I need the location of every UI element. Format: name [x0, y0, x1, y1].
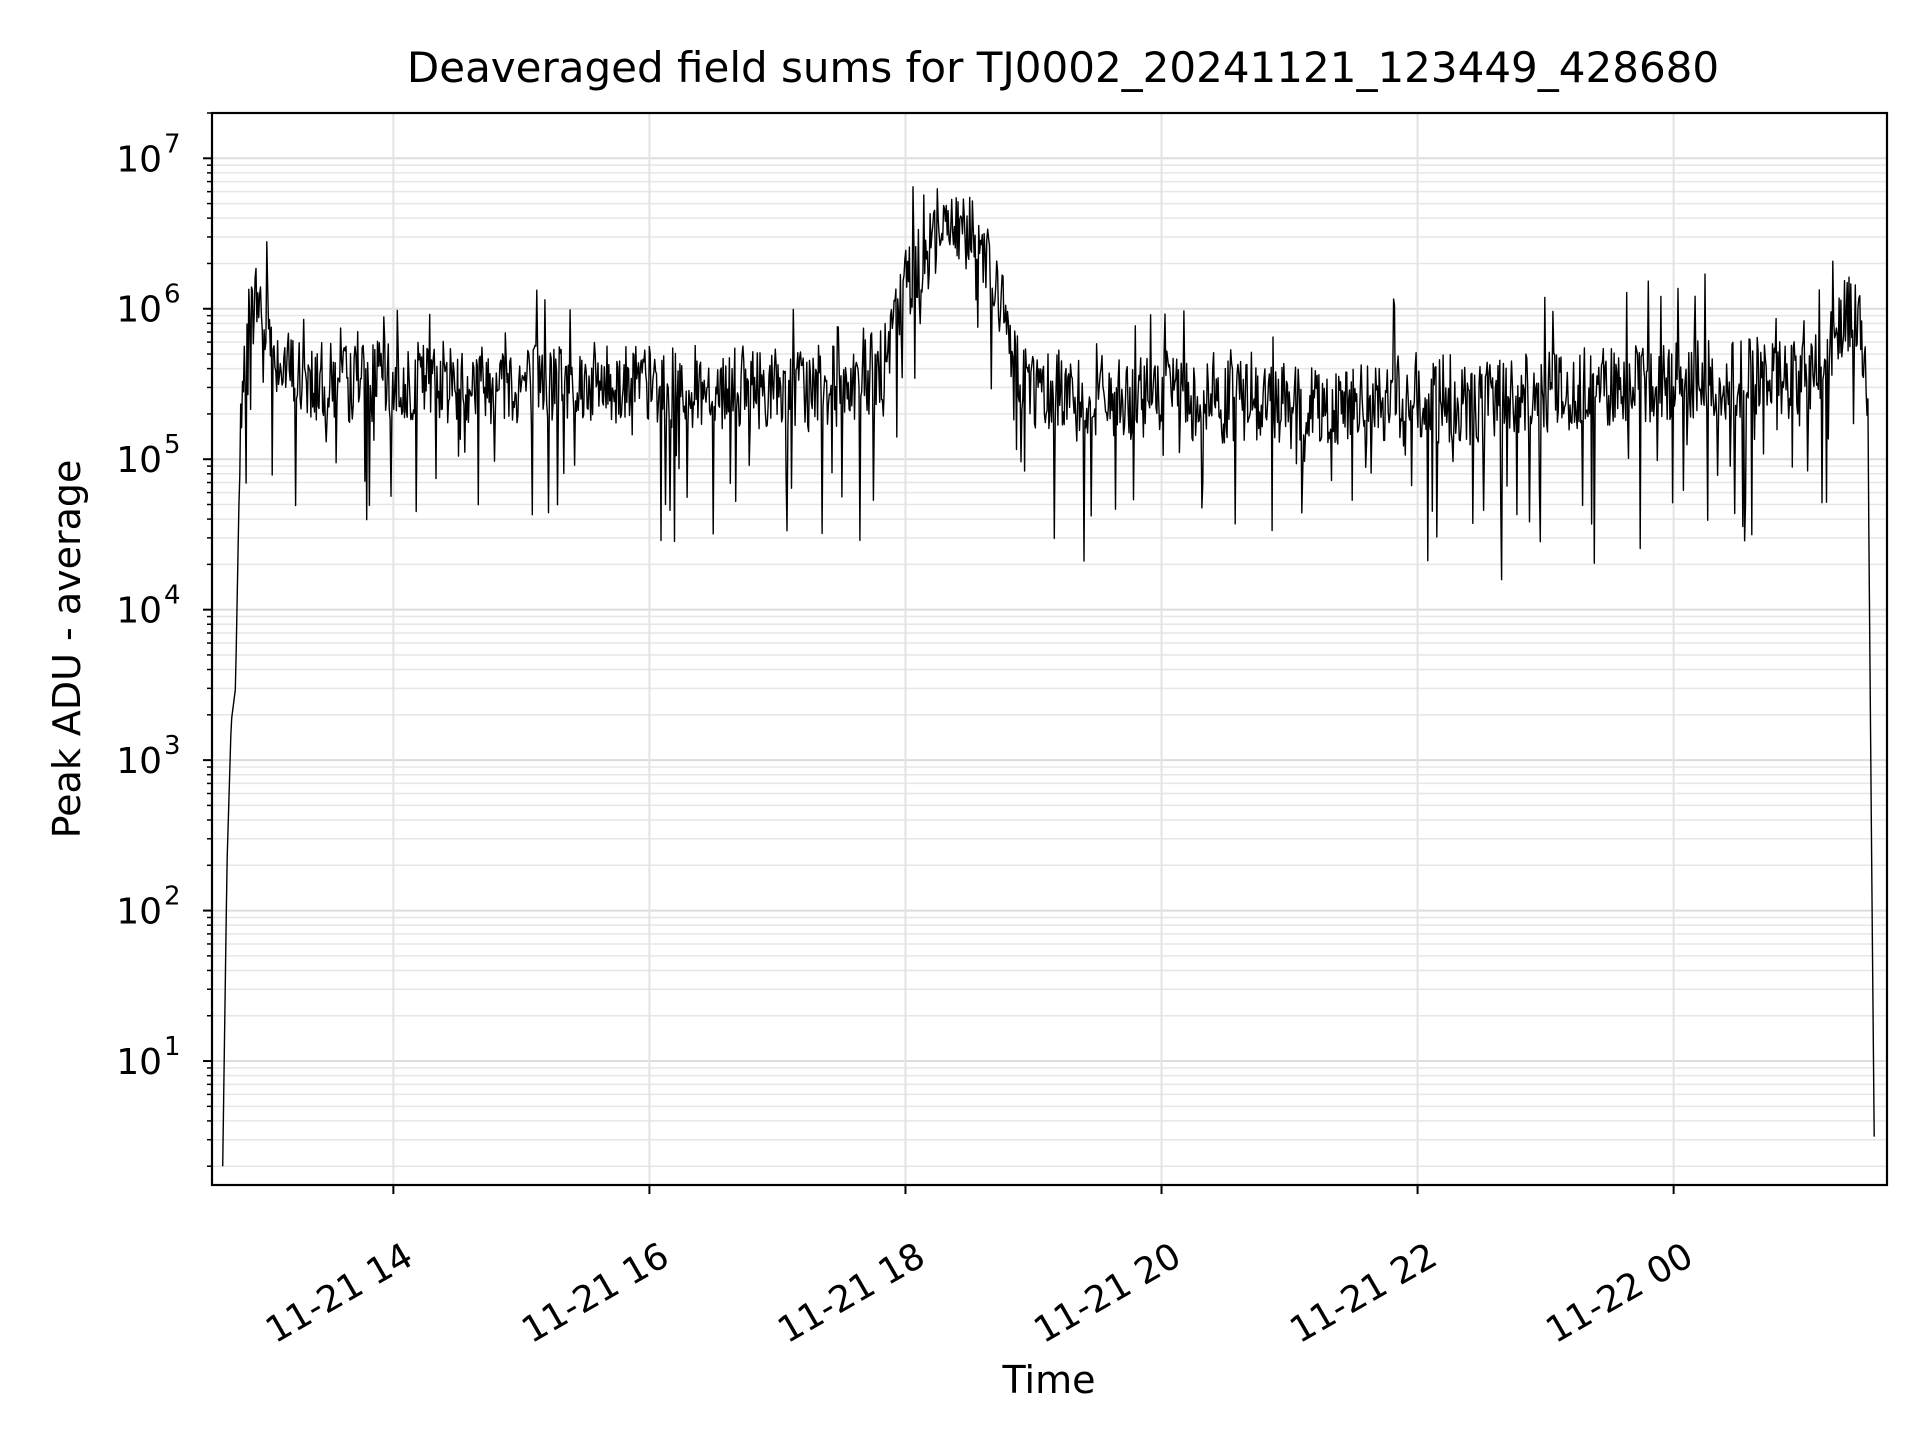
y-tick-exponent: 2 [164, 882, 181, 912]
y-tick-exponent: 7 [164, 129, 181, 159]
series-layer [222, 186, 1875, 1167]
data-series-line [222, 186, 1875, 1167]
chart-title: Deaveraged field sums for TJ0002_2024112… [407, 43, 1719, 92]
y-tick-label: 10 [116, 139, 162, 180]
y-tick-exponent: 5 [164, 430, 181, 460]
y-tick-label: 10 [116, 892, 162, 933]
y-tick-label: 10 [116, 741, 162, 782]
y-tick-exponent: 6 [164, 280, 181, 310]
x-axis-label: Time [1002, 1358, 1096, 1402]
y-tick-label: 10 [116, 591, 162, 632]
y-tick-exponent: 3 [164, 731, 181, 761]
plot-frame [210, 111, 1889, 1187]
y-tick-exponent: 4 [164, 581, 181, 611]
y-axis-label: Peak ADU - average [45, 460, 89, 839]
y-tick-label: 10 [116, 440, 162, 481]
y-tick-label: 10 [116, 1042, 162, 1083]
y-tick-label: 10 [116, 290, 162, 331]
grid [212, 112, 1887, 1185]
y-tick-exponent: 1 [164, 1032, 181, 1062]
